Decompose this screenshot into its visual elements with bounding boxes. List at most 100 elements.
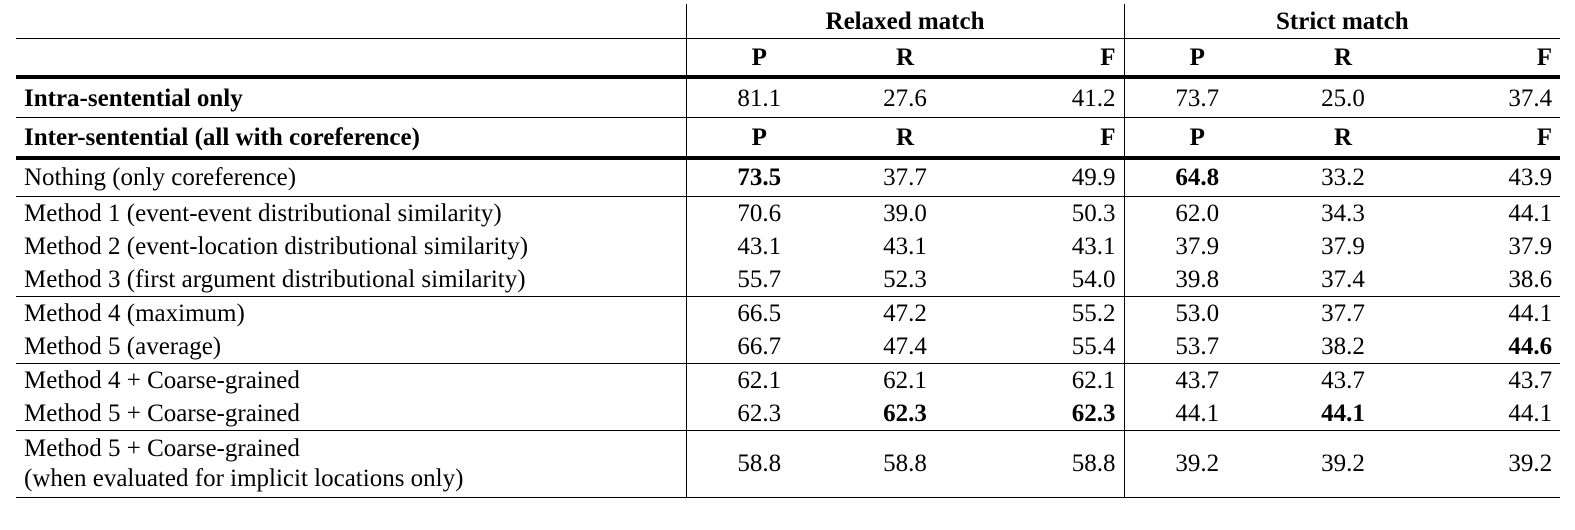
col-header-p: P: [1123, 38, 1271, 79]
cell-value: 38.6: [1416, 262, 1561, 297]
cell-value: 34.3: [1321, 199, 1365, 227]
cell-value: 44.1: [1508, 199, 1553, 227]
cell-value: 50.3: [1071, 199, 1116, 227]
cell-value: 44.1: [1508, 299, 1553, 327]
cell-value: 43.1: [685, 229, 832, 263]
header-empty-cell: [16, 38, 686, 79]
col-header-r: R: [832, 117, 978, 160]
cell-value: 44.6: [1416, 329, 1561, 364]
cell-value: 44.1: [1123, 396, 1271, 431]
cell-value: 39.8: [1123, 262, 1271, 297]
table-row: Method 4 (maximum) 66.5 47.2 55.2 53.0 3…: [16, 296, 1560, 330]
cell-value: 27.6: [832, 77, 978, 118]
row-label: Method 5 + Coarse-grained: [16, 396, 686, 431]
cell-value: 47.2: [883, 299, 927, 327]
table-row: Method 3 (first argument distributional …: [16, 262, 1561, 297]
cell-value: 62.3: [685, 396, 832, 431]
cell-value: 55.2: [1071, 299, 1116, 327]
cell-value: 39.0: [883, 199, 927, 227]
cell-value: 58.8: [978, 430, 1125, 498]
cell-value: 58.8: [832, 430, 978, 498]
cell-value: 37.9: [1508, 232, 1553, 260]
cell-value: 62.1: [685, 363, 832, 397]
cell-value: 64.8: [1123, 158, 1271, 197]
cell-value: 43.1: [883, 232, 927, 260]
cell-value: 66.5: [685, 296, 832, 330]
cell-value: 43.9: [1416, 158, 1561, 197]
row-label: Method 5 (average): [16, 329, 686, 364]
cell-value: 62.3: [832, 396, 978, 431]
header-row-groups: Relaxed match Strict match: [16, 4, 1561, 39]
header-row-metrics: P R F P R F: [16, 38, 1561, 79]
row-label: Method 3 (first argument distributional …: [16, 262, 686, 297]
cell-value: 43.7: [1123, 363, 1271, 397]
strict-match-header: Strict match: [1123, 4, 1561, 39]
cell-value: 58.8: [685, 430, 832, 498]
cell-value: 62.1: [1071, 366, 1116, 394]
cell-value: 39.2: [1270, 430, 1417, 498]
cell-value: 62.3: [978, 396, 1125, 431]
row-label: Intra-sentential only: [16, 77, 686, 118]
row-label: Method 5 + Coarse-grained (when evaluate…: [16, 430, 686, 498]
cell-value: 73.7: [1123, 77, 1271, 118]
row-label: Nothing (only coreference): [16, 158, 686, 197]
cell-value: 62.0: [1123, 196, 1271, 230]
table-row: Method 1 (event-event distributional sim…: [16, 196, 1560, 230]
table-row: Nothing (only coreference) 73.5 37.7 49.…: [16, 158, 1561, 197]
cell-value: 37.7: [832, 158, 978, 197]
relaxed-match-header: Relaxed match: [685, 4, 1125, 39]
cell-value: 55.7: [685, 262, 832, 297]
col-header-r: R: [1270, 38, 1417, 79]
cell-value: 49.9: [978, 158, 1125, 197]
cell-value: 43.1: [1071, 232, 1116, 260]
cell-value: 38.2: [1270, 329, 1417, 364]
cell-value: 37.4: [1270, 262, 1417, 297]
cell-value: 55.4: [978, 329, 1125, 364]
cell-value: 43.7: [1508, 366, 1553, 394]
row-label: Method 4 + Coarse-grained: [24, 366, 300, 394]
col-header-r: R: [832, 38, 978, 79]
cell-value: 53.7: [1123, 329, 1271, 364]
cell-value: 39.2: [1416, 430, 1561, 498]
cell-value: 81.1: [685, 77, 832, 118]
cell-value: 39.2: [1123, 430, 1271, 498]
cell-value: 53.0: [1123, 296, 1271, 330]
cell-value: 66.7: [685, 329, 832, 364]
cell-value: 73.5: [685, 158, 832, 197]
col-header-f: F: [1416, 38, 1561, 79]
cell-value: 41.2: [978, 77, 1125, 118]
cell-value: 44.1: [1416, 396, 1561, 431]
cell-value: 43.7: [1321, 366, 1365, 394]
cell-value: 37.9: [1321, 232, 1365, 260]
row-label: Method 4 (maximum): [24, 299, 245, 327]
cell-value: 25.0: [1270, 77, 1417, 118]
table-row: Method 5 (average) 66.7 47.4 55.4 53.7 3…: [16, 329, 1561, 364]
cell-value: 37.7: [1321, 299, 1365, 327]
col-header-p: P: [1123, 117, 1271, 160]
table-row: Method 5 + Coarse-grained 62.3 62.3 62.3…: [16, 396, 1561, 431]
col-header-p: P: [685, 38, 832, 79]
table-row: Method 5 + Coarse-grained (when evaluate…: [16, 430, 1561, 498]
col-header-p: P: [685, 117, 832, 160]
cell-value: 54.0: [978, 262, 1125, 297]
section-label: Inter-sentential (all with coreference): [16, 117, 686, 160]
col-header-r: R: [1270, 117, 1417, 160]
cell-value: 47.4: [832, 329, 978, 364]
inter-sentential-header-row: Inter-sentential (all with coreference) …: [16, 117, 1561, 160]
col-header-f: F: [978, 38, 1125, 79]
row-label-line: (when evaluated for implicit locations o…: [24, 464, 464, 492]
table-row: Method 4 + Coarse-grained 62.1 62.1 62.1…: [16, 363, 1560, 397]
row-label: Method 1 (event-event distributional sim…: [24, 199, 502, 227]
cell-value: 33.2: [1270, 158, 1417, 197]
intra-sentential-row: Intra-sentential only 81.1 27.6 41.2 73.…: [16, 77, 1561, 118]
cell-value: 62.1: [883, 366, 927, 394]
cell-value: 37.4: [1416, 77, 1561, 118]
col-header-f: F: [978, 117, 1125, 160]
cell-value: 37.9: [1123, 229, 1271, 263]
col-header-f: F: [1416, 117, 1561, 160]
cell-value: 70.6: [685, 196, 832, 230]
results-table: Relaxed match Strict match P R F P R F I…: [16, 4, 1561, 498]
header-empty-cell: [16, 4, 686, 39]
row-label-line: Method 5 + Coarse-grained: [24, 434, 300, 462]
cell-value: 44.1: [1270, 396, 1417, 431]
